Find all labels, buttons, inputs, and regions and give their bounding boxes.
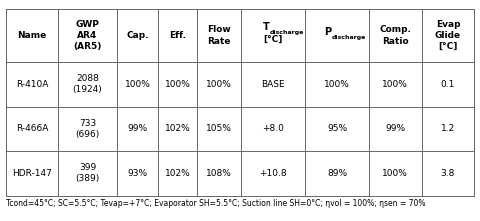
Text: 100%: 100%	[124, 80, 150, 89]
Text: 100%: 100%	[382, 80, 408, 89]
Text: 3.8: 3.8	[441, 169, 455, 178]
Text: 102%: 102%	[165, 124, 191, 133]
Text: 399
(389): 399 (389)	[75, 163, 100, 183]
Text: Name: Name	[17, 31, 47, 40]
Text: 93%: 93%	[127, 169, 147, 178]
Text: 105%: 105%	[206, 124, 232, 133]
Text: BASE: BASE	[262, 80, 285, 89]
Text: HDR-147: HDR-147	[12, 169, 52, 178]
Text: [°C]: [°C]	[264, 35, 283, 44]
Text: 99%: 99%	[385, 124, 405, 133]
Text: Cap.: Cap.	[126, 31, 149, 40]
Text: 100%: 100%	[206, 80, 232, 89]
Text: 100%: 100%	[165, 80, 191, 89]
Text: Eff.: Eff.	[169, 31, 186, 40]
Text: 733
(696): 733 (696)	[75, 119, 100, 139]
Text: Tcond=45°C; SC=5.5°C; Tevap=+7°C; Evaporator SH=5.5°C; Suction line SH=0°C; ηvol: Tcond=45°C; SC=5.5°C; Tevap=+7°C; Evapor…	[6, 199, 425, 208]
Text: GWP
AR4
(AR5): GWP AR4 (AR5)	[73, 20, 102, 51]
Text: 99%: 99%	[127, 124, 147, 133]
Text: 108%: 108%	[206, 169, 232, 178]
Text: 89%: 89%	[327, 169, 347, 178]
Text: P: P	[324, 27, 331, 37]
Text: 100%: 100%	[382, 169, 408, 178]
Text: 100%: 100%	[324, 80, 350, 89]
Text: 95%: 95%	[327, 124, 347, 133]
Text: 102%: 102%	[165, 169, 191, 178]
Text: discharge: discharge	[270, 30, 304, 35]
Text: +8.0: +8.0	[263, 124, 284, 133]
Text: Evap
Glide
[°C]: Evap Glide [°C]	[435, 20, 461, 51]
Text: +10.8: +10.8	[260, 169, 287, 178]
Text: R-410A: R-410A	[16, 80, 48, 89]
Text: Flow
Rate: Flow Rate	[207, 25, 231, 46]
Text: R-466A: R-466A	[16, 124, 48, 133]
Text: 2088
(1924): 2088 (1924)	[72, 74, 102, 94]
Text: 1.2: 1.2	[441, 124, 455, 133]
Text: 0.1: 0.1	[441, 80, 455, 89]
Text: T: T	[263, 22, 269, 32]
Text: Comp.
Ratio: Comp. Ratio	[379, 25, 411, 46]
Text: discharge: discharge	[332, 35, 366, 40]
